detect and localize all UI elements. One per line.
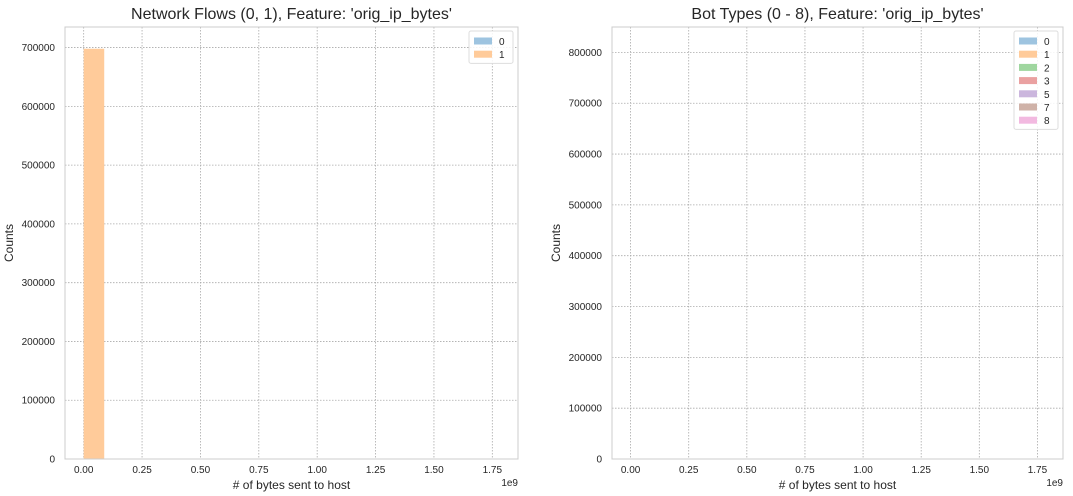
legend: 0 1 2 3 5 7 8 [1013,30,1059,130]
y-tick-label: 0 [49,455,55,466]
legend-swatch-2 [1019,63,1037,71]
legend-swatch-7 [1019,103,1037,111]
y-axis-label: Counts [2,224,16,262]
x-tick-label: 0.00 [621,465,641,476]
x-tick-label: 1.25 [911,465,931,476]
legend-label-2: 2 [1044,63,1050,74]
y-tick-label: 200000 [569,353,603,364]
legend-swatch-8 [1019,116,1037,124]
x-tick-label: 0.50 [737,465,757,476]
legend-swatch-3 [1019,77,1037,85]
legend-swatch-0 [474,37,492,45]
x-tick-label: 1.25 [366,465,386,476]
y-tick-label: 500000 [569,200,603,211]
y-tick-label: 600000 [569,150,603,161]
x-offset-label: 1e9 [501,478,518,489]
legend-label-0: 0 [1044,37,1050,48]
x-tick-label: 1.00 [853,465,873,476]
chart-title: Network Flows (0, 1), Feature: 'orig_ip_… [131,6,452,23]
x-tick-label: 0.75 [795,465,815,476]
legend-swatch-0 [1019,37,1037,45]
x-tick-label: 0.25 [132,465,152,476]
x-tick-label: 0.50 [191,465,211,476]
x-axis-label: # of bytes sent to host [779,478,897,492]
legend-label-1: 1 [1044,50,1050,61]
axes-frame [64,26,519,460]
legend-label-5: 5 [1044,90,1050,101]
y-tick-label: 200000 [22,337,56,348]
x-tick-label: 1.75 [483,465,503,476]
y-tick-label: 0 [596,455,602,466]
x-tick-label: 1.50 [424,465,444,476]
chart-title: Bot Types (0 - 8), Feature: 'orig_ip_byt… [691,6,983,23]
legend-swatch-1 [474,50,492,58]
x-tick-label: 0.25 [679,465,699,476]
legend-label-0: 0 [499,37,505,48]
y-tick-label: 300000 [22,278,56,289]
y-tick-label: 500000 [22,161,56,172]
y-tick-label: 700000 [22,43,56,54]
y-tick-label: 300000 [569,302,603,313]
legend: 01 [468,30,514,64]
x-offset-label: 1e9 [1046,478,1063,489]
legend-box [468,30,514,64]
y-tick-label: 400000 [569,251,603,262]
y-tick-label: 100000 [569,404,603,415]
legend-label-3: 3 [1044,77,1050,88]
y-tick-label: 600000 [22,102,56,113]
legend-label-8: 8 [1044,116,1050,127]
chart-panel-1: 0.00 0.25 0.50 0.75 1.00 1.25 1.50 1.75 0 100000 2… [2,6,519,492]
x-tick-label: 1.75 [1028,465,1048,476]
x-tick-label: 0.75 [249,465,269,476]
axes-frame [611,26,1064,460]
y-tick-label: 400000 [22,219,56,230]
y-tick-label: 700000 [569,99,603,110]
bar-series-1 [83,48,105,459]
legend-label-1: 1 [499,50,505,61]
x-axis-label: # of bytes sent to host [233,478,351,492]
x-tick-label: 1.00 [307,465,327,476]
x-tick-label: 1.50 [970,465,990,476]
chart-panel-2: 0.00 0.25 0.50 0.75 1.00 1.25 1.50 1.75 0 100000 2… [549,6,1064,492]
y-tick-label: 800000 [569,48,603,59]
y-tick-label: 100000 [22,396,56,407]
legend-label-7: 7 [1044,103,1050,114]
y-axis-label: Counts [549,224,563,262]
x-tick-label: 0.00 [74,465,94,476]
legend-swatch-5 [1019,90,1037,98]
legend-swatch-1 [1019,50,1037,58]
